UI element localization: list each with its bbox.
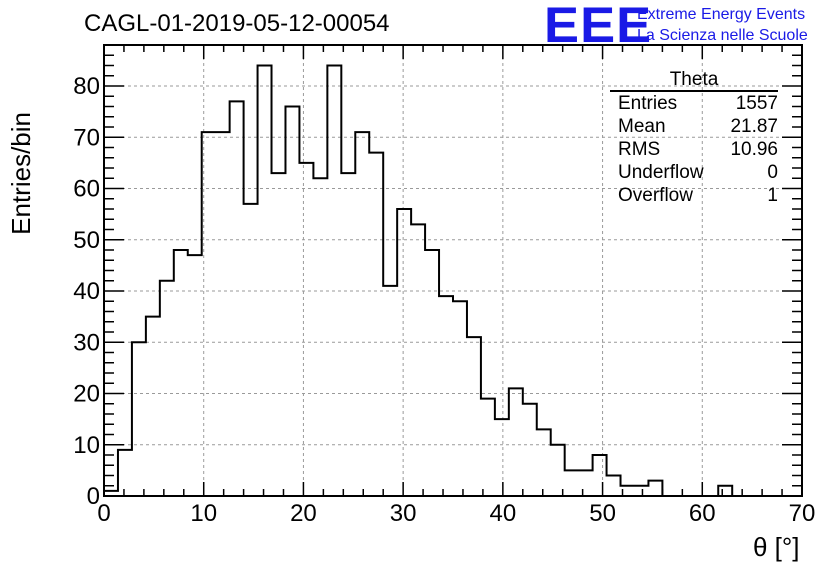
y-tick-label: 80 — [73, 73, 100, 100]
stats-value: 21.87 — [730, 116, 778, 137]
x-tick-label: 30 — [390, 500, 417, 527]
y-tick-label: 70 — [73, 124, 100, 151]
x-tick-label: 0 — [97, 500, 110, 527]
stats-row-mean: Mean 21.87 — [610, 115, 778, 138]
y-tick-label: 10 — [73, 432, 100, 459]
stats-row-overflow: Overflow 1 — [610, 184, 778, 207]
stats-row-underflow: Underflow 0 — [610, 161, 778, 184]
x-tick-label: 40 — [490, 500, 517, 527]
y-tick-label: 20 — [73, 381, 100, 408]
x-tick-label: 20 — [290, 500, 317, 527]
chart-title: CAGL-01-2019-05-12-00054 — [84, 10, 390, 37]
stats-row-rms: RMS 10.96 — [610, 138, 778, 161]
x-tick-label: 60 — [689, 500, 716, 527]
x-tick-label: 70 — [789, 500, 816, 527]
stats-value: 0 — [767, 162, 778, 183]
y-tick-label: 30 — [73, 329, 100, 356]
stats-box: Theta Entries 1557 Mean 21.87 RMS 10.96 … — [610, 70, 778, 207]
stats-value: 1557 — [735, 93, 778, 114]
stats-title: Theta — [610, 70, 778, 92]
x-tick-label: 10 — [190, 500, 217, 527]
y-axis-label: Entries/bin — [6, 112, 36, 235]
axis-ticks — [103, 44, 803, 497]
x-tick-label: 50 — [589, 500, 616, 527]
eee-logo: EEE — [544, 0, 653, 53]
histogram-line — [104, 64, 802, 497]
stats-row-entries: Entries 1557 — [610, 92, 778, 115]
y-tick-label: 0 — [87, 483, 100, 510]
grid-lines — [104, 45, 802, 496]
y-tick-label: 60 — [73, 176, 100, 203]
stats-value: 10.96 — [730, 139, 778, 160]
stats-label: Underflow — [618, 162, 704, 183]
stats-label: RMS — [618, 139, 661, 160]
y-tick-label: 50 — [73, 227, 100, 254]
stats-value: 1 — [767, 185, 778, 206]
logo-caption: Extreme Energy Events La Scienza nelle S… — [637, 4, 808, 46]
stats-label: Overflow — [618, 185, 693, 206]
stats-label: Entries — [618, 93, 678, 114]
y-tick-label: 40 — [73, 278, 100, 305]
logo-caption-line2: La Scienza nelle Scuole — [637, 27, 808, 44]
logo-caption-line1: Extreme Energy Events — [637, 6, 806, 23]
stats-label: Mean — [618, 116, 666, 137]
x-axis-label: θ [°] — [753, 532, 800, 562]
